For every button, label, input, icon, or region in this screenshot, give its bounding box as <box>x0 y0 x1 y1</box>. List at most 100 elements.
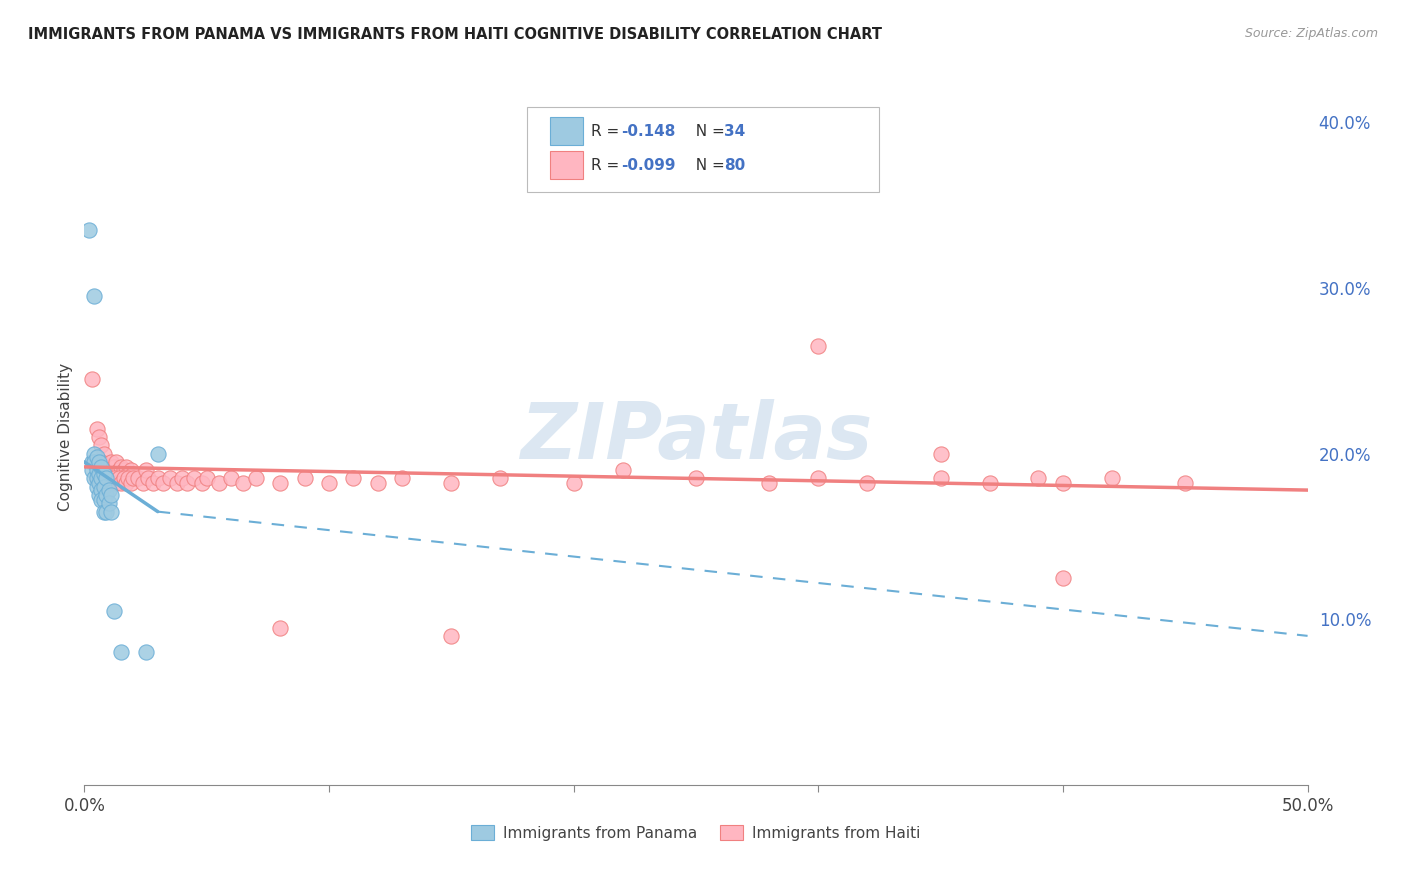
Text: R =: R = <box>591 158 624 172</box>
Point <box>86 480 108 494</box>
Point <box>93 480 115 494</box>
Point <box>86 471 108 485</box>
Point <box>232 476 254 491</box>
Point <box>807 471 830 485</box>
Point <box>172 471 194 485</box>
Point <box>132 476 155 491</box>
Point <box>96 463 118 477</box>
Point <box>80 372 103 386</box>
Point <box>83 447 105 461</box>
Point <box>136 471 159 485</box>
Point <box>100 455 122 469</box>
Point <box>86 450 108 464</box>
Point <box>87 471 110 485</box>
Point <box>159 471 181 485</box>
Point <box>115 459 138 474</box>
Point <box>117 471 139 485</box>
Point <box>115 476 138 491</box>
Point <box>97 471 120 485</box>
Text: -0.148: -0.148 <box>621 124 676 138</box>
Point <box>146 471 169 485</box>
Point <box>318 476 340 491</box>
Point <box>105 476 128 491</box>
Point <box>110 476 132 491</box>
Point <box>86 463 108 477</box>
Text: N =: N = <box>686 124 730 138</box>
Point <box>93 467 115 481</box>
Point <box>112 471 135 485</box>
Point <box>87 459 110 474</box>
Point <box>208 476 231 491</box>
Point <box>107 463 129 477</box>
Point <box>80 463 103 477</box>
Point <box>120 463 142 477</box>
Point <box>122 471 145 485</box>
Point <box>342 471 364 485</box>
Point <box>562 476 585 491</box>
Point <box>367 476 389 491</box>
Text: -0.099: -0.099 <box>621 158 676 172</box>
Point <box>86 471 108 485</box>
Point <box>183 471 205 485</box>
Point <box>97 483 120 497</box>
Point <box>90 455 112 469</box>
Point <box>146 447 169 461</box>
Point <box>105 455 128 469</box>
Point <box>87 467 110 481</box>
Point <box>440 629 463 643</box>
Point <box>103 604 125 618</box>
Y-axis label: Cognitive Disability: Cognitive Disability <box>58 363 73 511</box>
Point <box>83 471 105 485</box>
Point <box>152 476 174 491</box>
Text: 80: 80 <box>724 158 745 172</box>
Text: Source: ZipAtlas.com: Source: ZipAtlas.com <box>1244 27 1378 40</box>
Text: 34: 34 <box>724 124 745 138</box>
Point <box>93 447 115 461</box>
Point <box>87 430 110 444</box>
Point <box>1028 471 1050 485</box>
Point <box>87 455 110 469</box>
Point <box>1174 476 1197 491</box>
Point <box>758 476 780 491</box>
Point <box>685 471 707 485</box>
Point <box>93 505 115 519</box>
Point <box>93 493 115 508</box>
Point <box>127 471 149 485</box>
Point <box>929 471 952 485</box>
Point <box>489 471 512 485</box>
Point <box>1101 471 1123 485</box>
Point <box>391 471 413 485</box>
Point <box>83 455 105 469</box>
Point <box>90 471 112 485</box>
Text: N =: N = <box>686 158 730 172</box>
Point <box>100 488 122 502</box>
Point <box>96 471 118 485</box>
Point <box>103 459 125 474</box>
Point <box>90 493 112 508</box>
Point <box>929 447 952 461</box>
Point <box>117 467 139 481</box>
Point <box>440 476 463 491</box>
Point <box>90 483 112 497</box>
Point <box>110 645 132 659</box>
Point <box>807 339 830 353</box>
Point <box>103 471 125 485</box>
Point <box>96 488 118 502</box>
Point <box>100 476 122 491</box>
Point <box>77 223 100 237</box>
Point <box>142 476 165 491</box>
Point <box>87 476 110 491</box>
Point <box>166 476 188 491</box>
Point <box>269 476 291 491</box>
Point <box>612 463 634 477</box>
Point <box>96 505 118 519</box>
Text: IMMIGRANTS FROM PANAMA VS IMMIGRANTS FROM HAITI COGNITIVE DISABILITY CORRELATION: IMMIGRANTS FROM PANAMA VS IMMIGRANTS FRO… <box>28 27 882 42</box>
Point <box>856 476 879 491</box>
Point <box>269 621 291 635</box>
Point <box>979 476 1001 491</box>
Point <box>176 476 198 491</box>
Point <box>120 476 142 491</box>
Point <box>86 455 108 469</box>
Point <box>93 459 115 474</box>
Point <box>83 455 105 469</box>
